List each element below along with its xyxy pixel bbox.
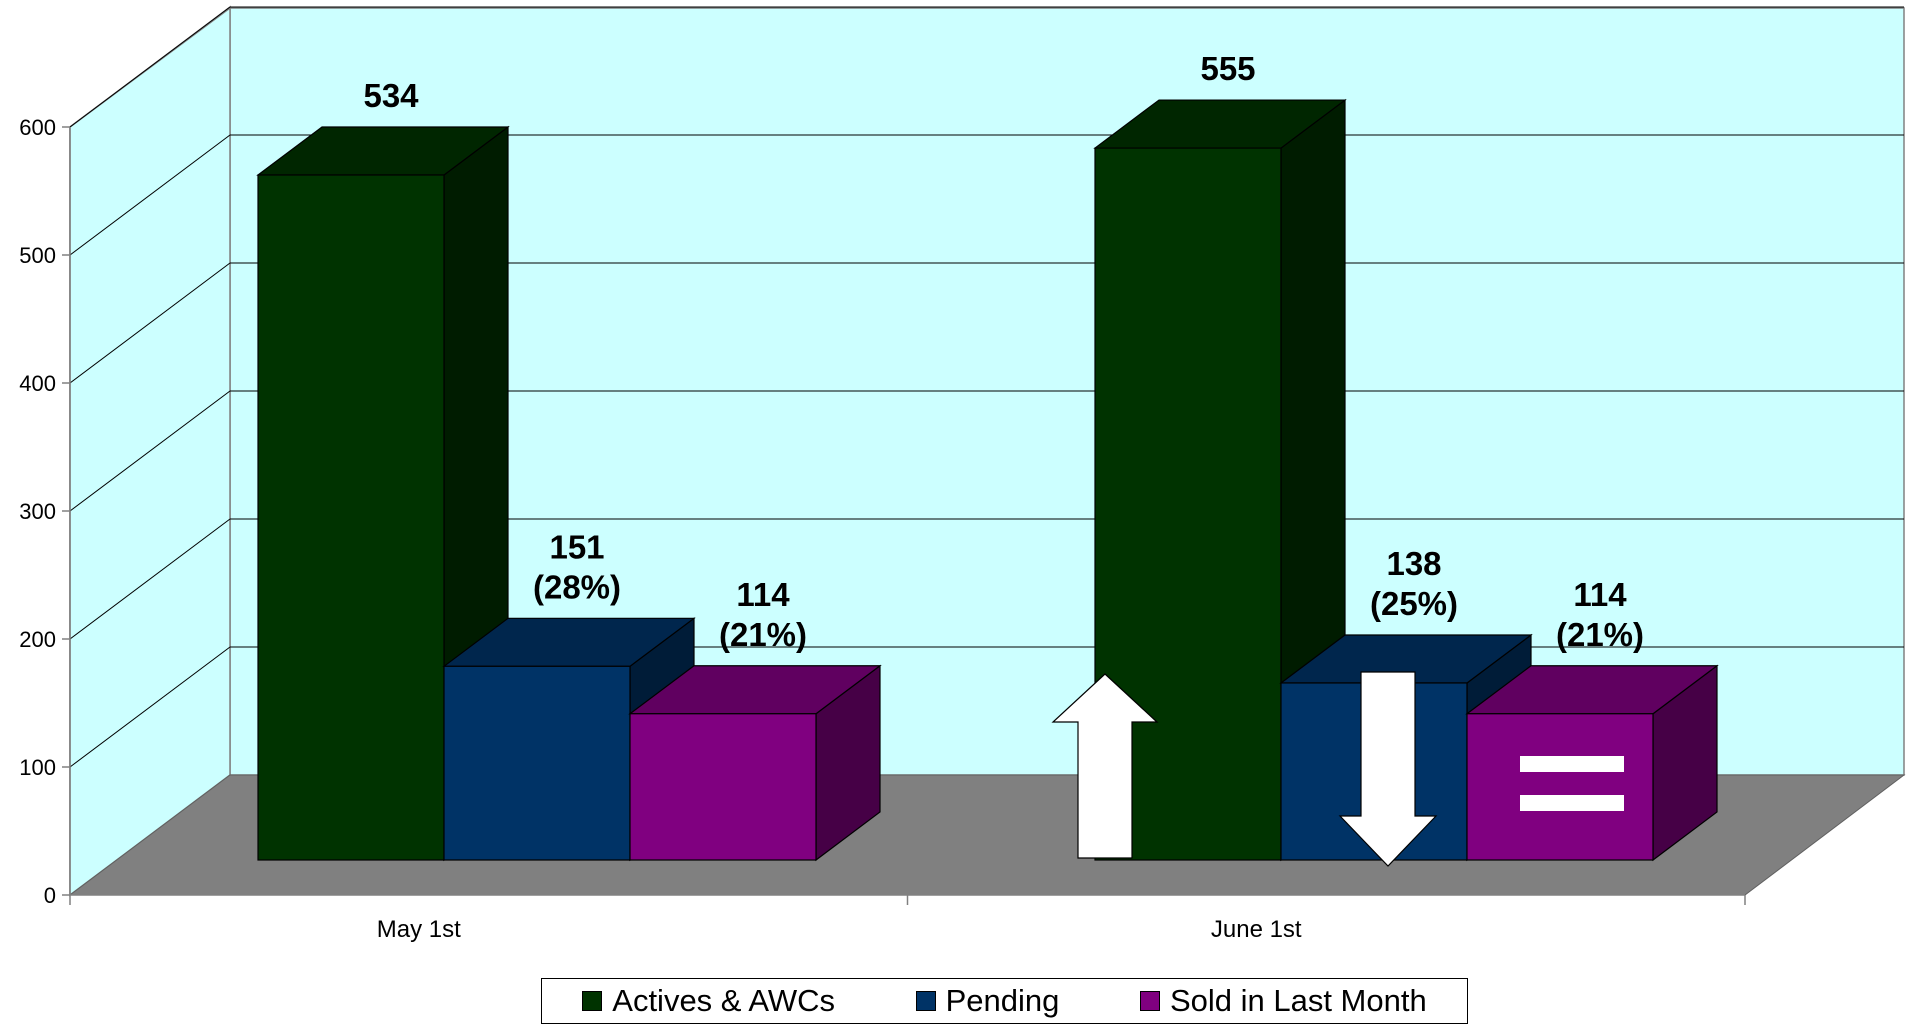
equals-icon (1520, 756, 1624, 811)
gridline-side (69, 134, 231, 256)
equals-bar-top (1520, 756, 1624, 772)
axes: 0 100 200 300 400 500 600 May 1st June 1st (19, 115, 1746, 943)
bar-front (443, 665, 631, 861)
bar-front (257, 174, 445, 861)
x-tick-label: May 1st (377, 916, 461, 943)
x-tick-label: June 1st (1211, 916, 1302, 943)
data-label-line: (21%) (719, 616, 807, 653)
data-label-line: (28%) (533, 568, 621, 605)
data-label: 114 (21%) (1556, 576, 1644, 653)
bar (628, 664, 882, 862)
gridline-side (69, 518, 231, 640)
data-label-line: 151 (549, 528, 604, 565)
y-tick-label: 300 (19, 499, 56, 524)
down-arrow-icon (1338, 671, 1438, 867)
gridline-side (69, 646, 231, 768)
data-label-line: 138 (1386, 545, 1441, 582)
gridline-side (69, 6, 231, 128)
y-tick-label: 200 (19, 627, 56, 652)
gridline-side (69, 262, 231, 384)
data-label: 151 (28%) (533, 528, 621, 605)
legend: Actives & AWCs Pending Sold in Last Mont… (541, 978, 1468, 1024)
data-label-line: (21%) (1556, 616, 1644, 653)
legend-label-sold: Sold in Last Month (1169, 983, 1427, 1018)
data-label: 534 (363, 77, 419, 114)
legend-item-sold: Sold in Last Month (1139, 983, 1427, 1019)
y-tick-label: 500 (19, 243, 56, 268)
data-label-line: 555 (1200, 50, 1255, 87)
legend-label-actives: Actives & AWCs (612, 983, 836, 1018)
data-label-line: 114 (736, 576, 790, 613)
data-label: 555 (1200, 50, 1255, 87)
legend-swatch-actives (582, 991, 603, 1011)
y-tick-label: 600 (19, 115, 56, 140)
data-label-line: 534 (363, 77, 419, 114)
bar (1465, 664, 1719, 862)
y-tick-label: 400 (19, 371, 56, 396)
y-tick-label: 100 (19, 755, 56, 780)
up-arrow-icon (1051, 673, 1159, 859)
y-tick-label: 0 (44, 883, 56, 908)
data-label-line: (25%) (1370, 585, 1458, 622)
legend-label-pending: Pending (945, 983, 1060, 1018)
legend-item-actives: Actives & AWCs (582, 983, 835, 1019)
bar-front (629, 713, 817, 861)
equals-bar-bottom (1520, 795, 1624, 811)
data-label: 138 (25%) (1370, 545, 1458, 622)
legend-item-pending: Pending (915, 983, 1060, 1019)
gridline-side (69, 390, 231, 512)
gridlines (69, 6, 1904, 768)
data-label-line: 114 (1573, 576, 1627, 613)
bar-front (1466, 713, 1654, 861)
data-label: 114 (21%) (719, 576, 807, 653)
legend-swatch-sold (1139, 991, 1160, 1011)
legend-swatch-pending (915, 991, 936, 1011)
annotation-icons (1051, 671, 1624, 867)
